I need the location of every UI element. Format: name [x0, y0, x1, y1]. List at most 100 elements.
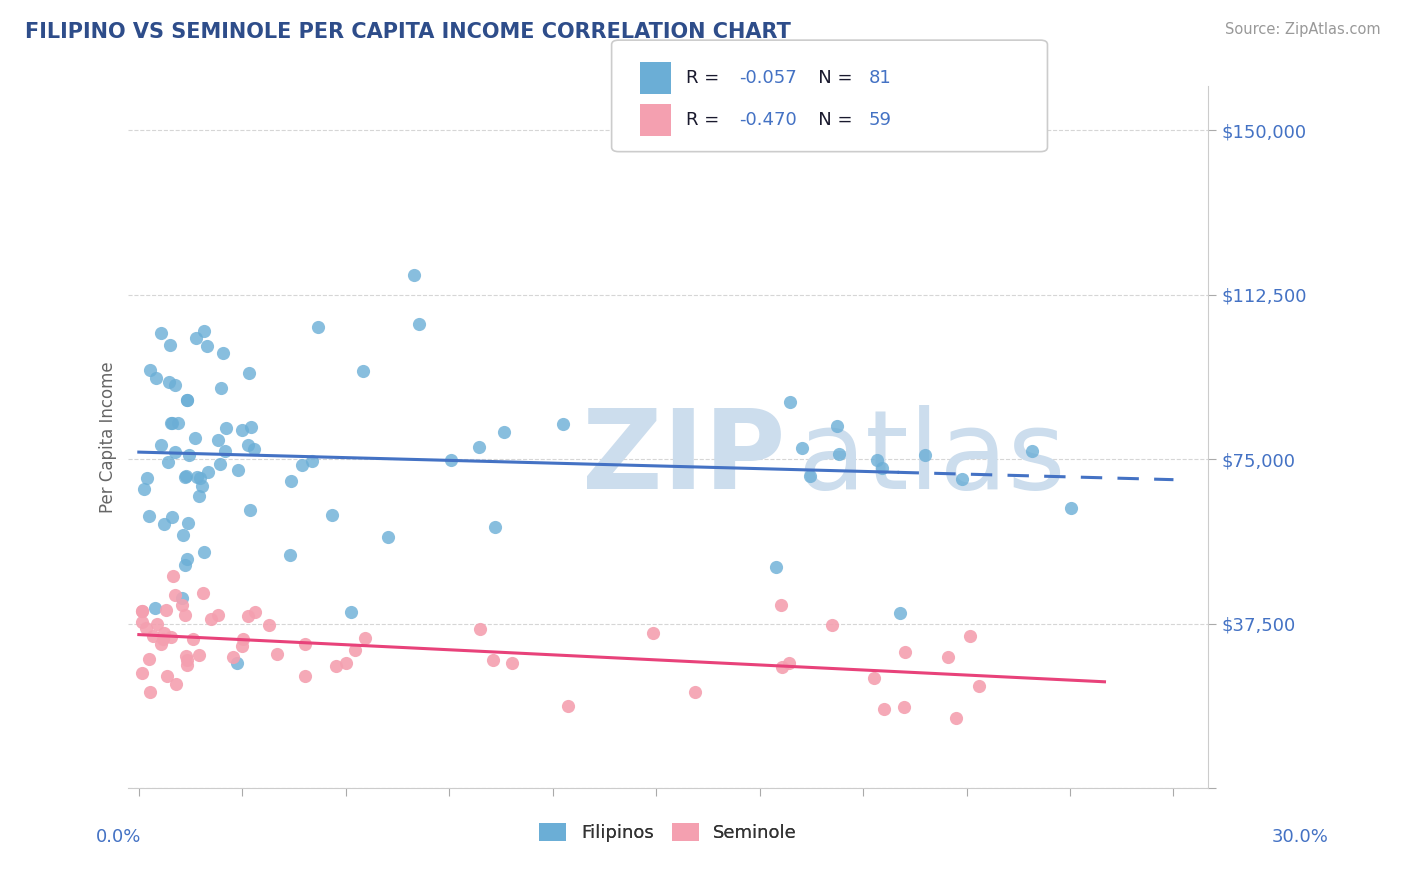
Point — [139, 363, 162, 377]
Point — [945, 711, 967, 725]
Text: 30.0%: 30.0% — [1272, 828, 1329, 846]
Point — [482, 653, 505, 667]
Point — [183, 632, 205, 646]
Point — [184, 431, 207, 445]
Point — [501, 656, 523, 670]
Point — [799, 468, 821, 483]
Point — [243, 442, 266, 456]
Point — [172, 528, 194, 542]
Point — [377, 530, 399, 544]
Point — [142, 629, 165, 643]
Point — [484, 520, 506, 534]
Point — [207, 433, 229, 447]
Point — [176, 393, 198, 408]
Point — [873, 702, 896, 716]
Point — [1059, 500, 1081, 515]
Point — [238, 366, 260, 380]
Point — [1021, 444, 1043, 458]
Point — [408, 317, 430, 331]
Point — [238, 438, 260, 452]
Text: R =: R = — [686, 112, 725, 129]
Text: R =: R = — [686, 70, 725, 87]
Point — [231, 639, 253, 653]
Point — [166, 416, 188, 430]
Point — [163, 588, 186, 602]
Text: ZIP: ZIP — [582, 405, 785, 512]
Text: FILIPINO VS SEMINOLE PER CAPITA INCOME CORRELATION CHART: FILIPINO VS SEMINOLE PER CAPITA INCOME C… — [25, 22, 792, 42]
Point — [792, 441, 814, 455]
Point — [131, 665, 153, 680]
Point — [950, 472, 973, 486]
Point — [821, 617, 844, 632]
Point — [641, 626, 664, 640]
Text: Source: ZipAtlas.com: Source: ZipAtlas.com — [1225, 22, 1381, 37]
Point — [170, 591, 193, 606]
Point — [280, 474, 302, 488]
Point — [187, 489, 209, 503]
Point — [440, 453, 463, 467]
Point — [176, 551, 198, 566]
Point — [863, 671, 886, 685]
Point — [165, 677, 187, 691]
Point — [936, 649, 959, 664]
Point — [402, 268, 425, 282]
Point — [231, 423, 253, 437]
Point — [344, 643, 367, 657]
Text: -0.057: -0.057 — [740, 70, 797, 87]
Point — [266, 648, 288, 662]
Point — [335, 656, 357, 670]
Point — [152, 632, 174, 646]
Point — [176, 658, 198, 673]
Point — [321, 508, 343, 522]
Point — [172, 598, 194, 612]
Text: 81: 81 — [869, 70, 891, 87]
Point — [152, 626, 174, 640]
Point — [156, 455, 179, 469]
Point — [294, 637, 316, 651]
Point — [191, 586, 214, 600]
Point — [307, 319, 329, 334]
Text: -0.470: -0.470 — [740, 112, 797, 129]
Point — [226, 657, 249, 671]
Point — [162, 569, 184, 583]
Point — [959, 629, 981, 643]
Point — [131, 604, 153, 618]
Point — [174, 558, 197, 572]
Point — [197, 465, 219, 479]
Point — [222, 649, 245, 664]
Point — [243, 605, 266, 619]
Point — [155, 603, 177, 617]
Point — [825, 418, 848, 433]
Point — [160, 416, 183, 430]
Point — [468, 622, 491, 636]
Point — [291, 458, 314, 472]
Point — [967, 679, 990, 693]
Point — [340, 605, 363, 619]
Point — [779, 657, 801, 671]
Point — [866, 453, 889, 467]
Point — [159, 338, 181, 352]
Point — [214, 421, 236, 435]
Point — [889, 606, 911, 620]
Point — [176, 653, 198, 667]
Text: 59: 59 — [869, 112, 891, 129]
Point — [325, 659, 347, 673]
Point — [145, 601, 167, 615]
Point — [174, 468, 197, 483]
Point — [200, 612, 222, 626]
Point — [134, 482, 156, 496]
Point — [191, 479, 214, 493]
Point — [193, 545, 215, 559]
Point — [551, 417, 574, 432]
Point — [232, 632, 254, 646]
Text: N =: N = — [801, 70, 859, 87]
Point — [770, 660, 793, 674]
Point — [138, 508, 160, 523]
Point — [149, 637, 172, 651]
Point — [683, 684, 706, 698]
Point — [212, 346, 235, 360]
Point — [770, 598, 793, 612]
Point — [870, 461, 893, 475]
Point — [135, 621, 157, 635]
Point — [239, 503, 262, 517]
